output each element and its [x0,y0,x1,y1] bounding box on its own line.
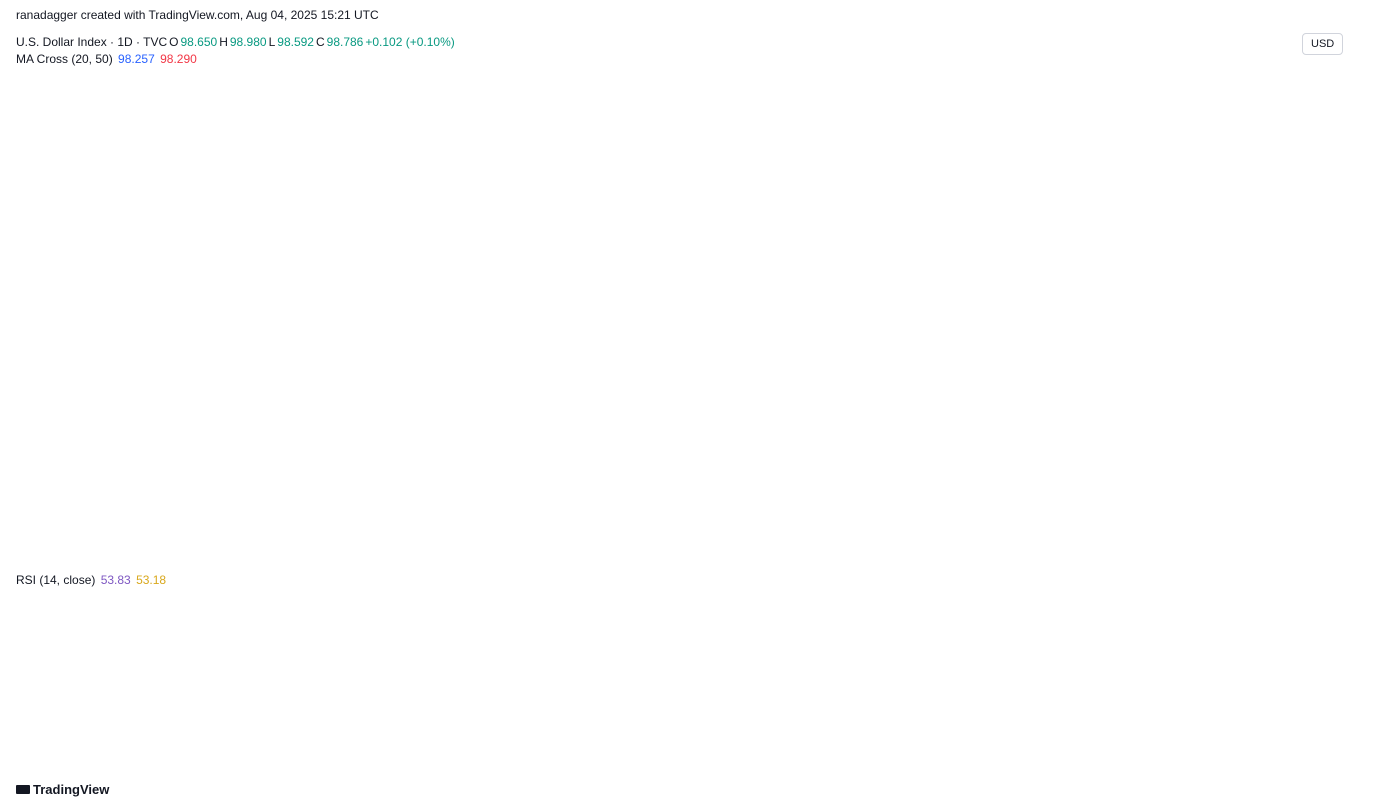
x-tick-label: Jul [1040,752,1055,764]
ohlc-value: 98.650 [180,35,218,49]
level-label: 102.000 [1305,334,1347,346]
ohlc-value: 98.980 [229,35,267,49]
y-tick-label: 105.000 [1307,229,1349,241]
y-tick-label: 100.000 [1307,403,1349,415]
y-tick-label: 70.00 [1307,585,1336,597]
rsi-value: 53.83 [100,573,131,587]
x-tick-label: Oct [247,752,266,764]
y-tick-label: 40.00 [1307,678,1336,690]
ma-legend: MA Cross (20, 50) 98.257 98.290 [16,52,199,66]
y-tick-label: 103.000 [1307,299,1349,311]
y-tick-label: 97.000 [1307,508,1342,520]
ohlc-key: L [268,35,276,49]
y-tick-label: 110.000 [1307,54,1348,66]
rsi-tag-name: RSI-based MA [1221,652,1296,664]
rsi-tag-value: 53.83 [1305,635,1334,647]
y-tick-label: 99.000 [1307,438,1342,450]
y-tick-label: 109.000 [1307,89,1349,101]
y-tick-label: 106.000 [1307,194,1349,206]
ohlc-key: C [315,35,325,49]
price-tag-value: 98.786 [1305,446,1340,458]
x-tick-label: Jun [953,752,972,764]
brand-text: TradingView [33,782,110,797]
level-label: 96.370 [1305,531,1340,543]
ma-tag-value: 98.257 [1308,509,1343,521]
x-tick-label: Sep [160,752,180,764]
y-tick-label: 108.000 [1307,124,1349,136]
y-tick-label: 101.000 [1307,368,1349,380]
ma-short-value: 98.257 [118,52,155,66]
x-tick-label: Dec [424,752,445,764]
x-tick-label: Aug [69,752,89,764]
ma-tag [1192,490,1347,506]
rsi-band [10,591,1297,715]
ohlc-value: 98.786 [326,35,364,49]
rsi-tag-value: 53.18 [1305,652,1334,664]
x-tick-label: Apr [774,752,792,764]
series-line [9,596,1148,704]
series-line [9,583,1148,723]
footer-brand: TradingView [16,782,111,797]
ohlc-value: 98.592 [277,35,314,49]
logo [16,785,30,794]
currency-button[interactable]: USD [1302,33,1344,55]
level-tag [1299,121,1355,138]
ohlc-key: O [169,35,179,49]
series-line [9,76,1148,519]
x-tick-label: Nov [337,752,358,764]
ma-tag-name: MA Cross:Long MA [1196,492,1295,504]
rsi-tag [1269,633,1345,649]
x-tick-label: Feb [603,752,623,764]
legend: U.S. Dollar Index · 1D · TVC O 98.650 H 98.9… [16,35,457,49]
x-tick-label: 2025 [511,752,537,764]
x-tick-label: Sep [1216,752,1236,764]
ohlc-key: H [219,35,228,49]
x-tick-label: Aug [1124,752,1144,764]
x-tick-label: Mar [684,752,704,764]
price-tag-countdown: 07:38:30 [1305,472,1350,484]
change: +0.102 (+0.10%) [365,35,455,49]
ma-tag-value: 98.290 [1308,492,1343,504]
level-tag [1299,528,1355,545]
rsi-ma-value: 53.18 [136,573,167,587]
level-label: 108.000 [1305,124,1347,136]
credit: ranadagger created with TradingView.com,… [16,8,379,22]
series-line [9,128,1147,471]
ma-tag [1192,507,1347,523]
rsi-tag [1217,650,1345,666]
symbol-tag [1266,442,1297,461]
level-tag [1299,331,1355,348]
rsi-tag-name: RSI [1273,635,1292,647]
rsi-title: RSI (14, close) [16,573,96,587]
x-tick-label: May [860,752,882,764]
ma-long-value: 98.290 [160,52,197,66]
ma-tag-name: MA Cross:Short MA [1196,509,1297,521]
rsi-legend: RSI (14, close) 53.83 53.18 [16,573,168,587]
y-tick-label: 98.000 [1307,473,1342,485]
y-tick-label: 30.00 [1307,709,1336,721]
price-tag [1297,442,1358,487]
symbol-tag-label: DXY [1271,446,1295,458]
y-tick-label: 107.000 [1307,159,1349,171]
y-tick-label: 104.000 [1307,264,1349,276]
y-tick-label: 96.000 [1307,543,1342,555]
y-tick-label: 102.000 [1307,333,1349,345]
y-tick-label: 60.00 [1307,616,1336,628]
ma-title: MA Cross (20, 50) [16,52,113,66]
price-tag-change: -6.03% [1305,459,1341,471]
series-line [9,100,1148,509]
symbol: U.S. Dollar Index · 1D · TVC [16,35,168,49]
